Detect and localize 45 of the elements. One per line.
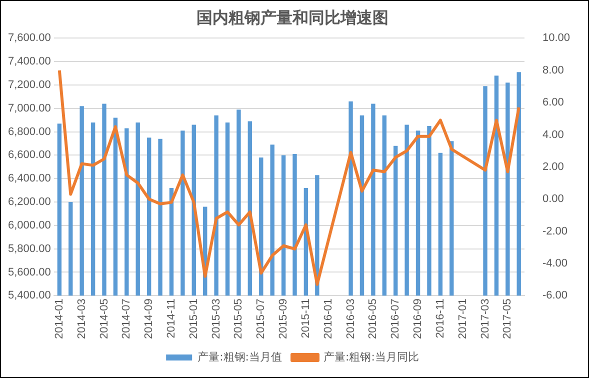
x-tick-label: 2014-07 <box>120 298 133 340</box>
x-tick-label: 2014-05 <box>98 298 110 340</box>
y2-tick-label: 10.00 <box>542 32 570 44</box>
chart-title: 国内粗钢产量和同比增速图 <box>196 8 388 27</box>
x-tick-label: 2015-01 <box>188 298 200 340</box>
x-tick-label: 2016-07 <box>390 298 402 340</box>
y-tick-label: 6,600.00 <box>8 149 51 162</box>
x-tick-label: 2017-01 <box>456 298 469 340</box>
y-tick-label: 7,400.00 <box>8 56 51 68</box>
x-tick-label: 2015-07 <box>255 298 268 340</box>
x-tick-label: 2015-03 <box>210 298 222 340</box>
y2-tick-label: 6.00 <box>542 96 564 109</box>
y-tick-label: 6,800.00 <box>8 126 51 138</box>
y-tick-label: 7,000.00 <box>8 102 51 114</box>
y-tick-label: 7,600.00 <box>8 32 51 44</box>
x-tick-label: 2014-03 <box>76 298 88 340</box>
x-tick-label: 2014-01 <box>53 298 66 340</box>
x-tick-label: 2016-11 <box>434 298 446 338</box>
y-tick-label: 6,000.00 <box>8 219 51 232</box>
x-tick-label: 2016-03 <box>344 298 357 340</box>
y2-tick-label: 4.00 <box>542 128 564 141</box>
y2-tick-label: 2.00 <box>542 160 564 173</box>
y2-tick-label: 8.00 <box>542 64 564 76</box>
legend-label: 产量:粗钢:当月同比 <box>324 350 419 364</box>
x-tick-label: 2017-03 <box>479 298 492 340</box>
x-tick-label: 2015-05 <box>232 298 245 340</box>
y2-tick-label: -6.00 <box>542 290 568 302</box>
x-tick-label: 2015-11 <box>300 298 312 338</box>
x-tick-label: 2014-09 <box>143 298 156 340</box>
x-tick-label: 2016-09 <box>412 298 424 340</box>
x-tick-label: 2017-05 <box>502 298 514 340</box>
y-tick-label: 5,400.00 <box>8 290 51 302</box>
legend-label: 产量:粗钢:当月值 <box>198 350 282 364</box>
y-tick-label: 6,200.00 <box>8 196 51 208</box>
y-tick-label: 5,600.00 <box>8 266 51 278</box>
y-tick-label: 6,400.00 <box>8 172 51 185</box>
x-tick-label: 2015-09 <box>278 298 290 340</box>
x-tick-label: 2016-05 <box>367 298 380 340</box>
y-tick-label: 5,800.00 <box>8 242 51 255</box>
x-tick-label: 2016-01 <box>322 298 334 340</box>
y-tick-label: 7,200.00 <box>8 79 51 92</box>
y2-tick-label: 0.00 <box>542 193 564 206</box>
y2-tick-label: -4.00 <box>542 257 568 270</box>
y2-tick-label: -2.00 <box>542 225 568 238</box>
x-tick-label: 2014-11 <box>166 298 178 338</box>
